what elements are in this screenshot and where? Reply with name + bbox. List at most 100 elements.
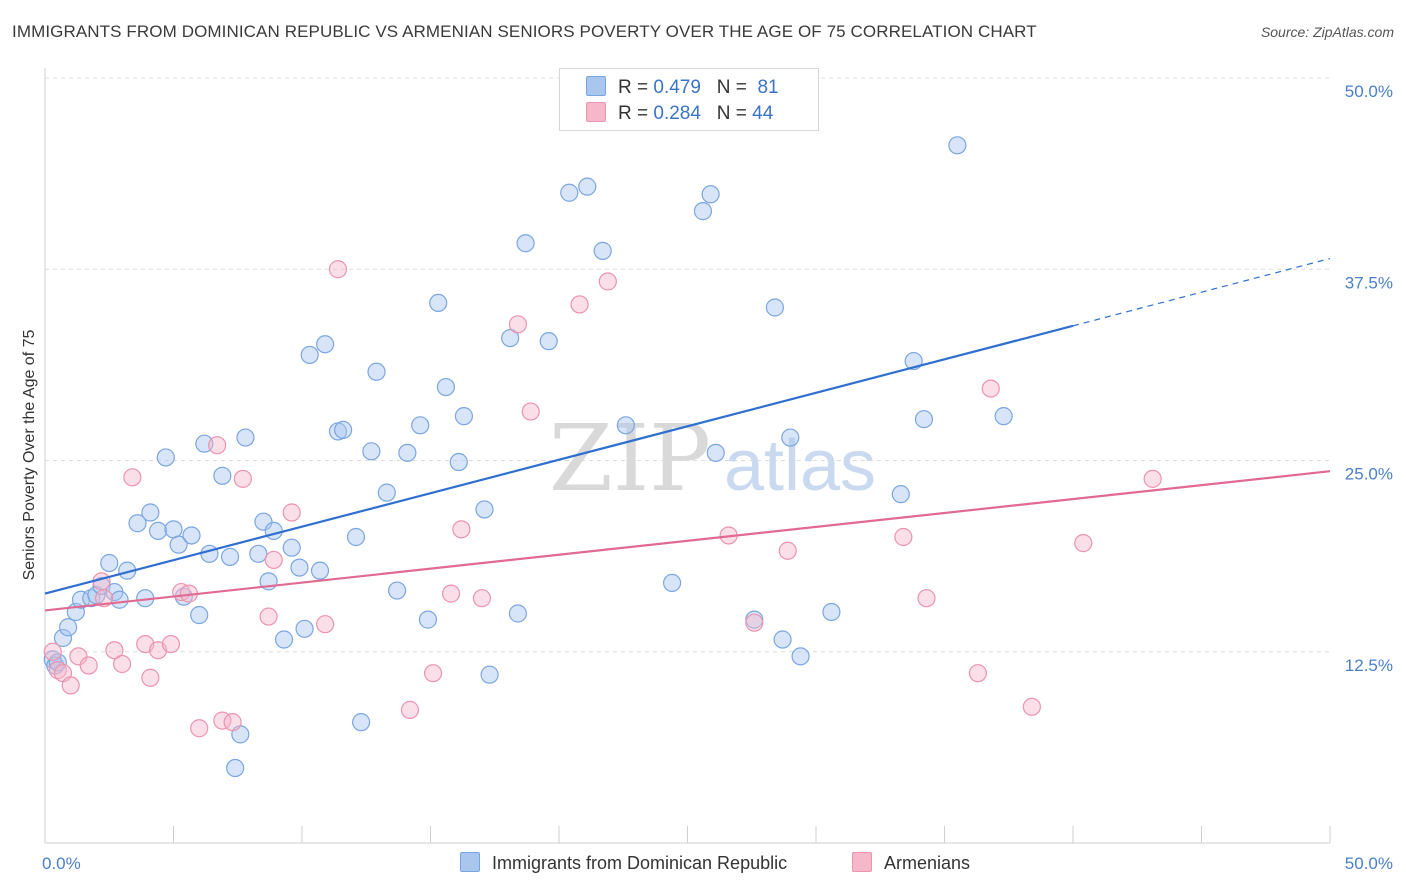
- point-dominican: [169, 535, 188, 554]
- point-armenian: [61, 676, 80, 695]
- series-name: Armenians: [884, 853, 971, 873]
- point-dominican: [436, 377, 456, 397]
- x-tick-label: 0.0%: [42, 854, 81, 873]
- x-tick-label: 50.0%: [1345, 854, 1393, 873]
- y-tick-label: 37.5%: [1345, 273, 1393, 292]
- point-dominican: [164, 520, 183, 539]
- point-dominican: [156, 448, 175, 467]
- point-dominican: [377, 483, 396, 502]
- watermark-zip: ZIP: [549, 405, 711, 512]
- point-armenian: [570, 295, 589, 314]
- point-dominican: [236, 428, 255, 447]
- point-dominican: [334, 420, 353, 439]
- point-dominican: [475, 500, 494, 519]
- point-dominican: [539, 332, 558, 351]
- point-dominican: [914, 410, 934, 429]
- legend-n-value: 44: [752, 103, 774, 124]
- point-armenian: [48, 661, 67, 680]
- point-dominican: [346, 527, 366, 547]
- point-armenian: [521, 402, 540, 421]
- point-dominican: [948, 136, 967, 155]
- point-armenian: [190, 719, 209, 738]
- point-dominican: [213, 466, 232, 485]
- point-armenian: [441, 584, 461, 603]
- point-dominican: [501, 329, 520, 348]
- legend-swatch-blue: [586, 76, 606, 96]
- point-armenian: [968, 664, 988, 683]
- point-armenian: [316, 615, 335, 634]
- point-armenian: [282, 503, 301, 522]
- point-armenian: [1074, 534, 1093, 553]
- point-dominican: [249, 544, 268, 563]
- point-dominican: [891, 485, 910, 504]
- series-legend-dominican: Immigrants from Dominican Republic: [460, 852, 787, 874]
- point-dominican: [616, 416, 635, 435]
- point-armenian: [223, 713, 242, 732]
- y-tick-label: 12.5%: [1345, 656, 1393, 675]
- watermark: ZIP atlas: [549, 405, 876, 512]
- point-dominican: [449, 452, 468, 472]
- legend-r-value: 0.479: [653, 77, 701, 98]
- y-tick-label: 50.0%: [1345, 82, 1393, 101]
- point-armenian: [123, 468, 142, 487]
- legend-n-label: N =: [716, 103, 747, 124]
- point-dominican: [706, 443, 725, 462]
- legend-n-label: N =: [716, 77, 747, 98]
- gridlines: [45, 77, 1330, 653]
- point-dominican: [791, 647, 810, 666]
- chart-title: IMMIGRANTS FROM DOMINICAN REPUBLIC VS AR…: [12, 22, 1037, 41]
- point-dominican: [593, 241, 612, 260]
- point-dominican: [274, 630, 294, 649]
- point-armenian: [161, 634, 181, 654]
- point-dominican: [508, 604, 527, 623]
- point-dominican: [110, 590, 129, 609]
- point-dominican: [362, 442, 381, 461]
- point-armenian: [264, 550, 283, 570]
- trend-lines: [44, 257, 1331, 612]
- point-dominican: [48, 653, 67, 672]
- point-dominican: [578, 177, 597, 196]
- point-dominican: [254, 512, 273, 531]
- point-armenian: [95, 589, 114, 608]
- point-armenian: [43, 642, 62, 661]
- point-dominican: [418, 610, 438, 629]
- point-dominican: [454, 407, 474, 426]
- source-credit: Source: ZipAtlas.com: [1260, 24, 1394, 40]
- point-armenian: [112, 654, 132, 674]
- point-armenian: [105, 641, 124, 660]
- point-dominican: [411, 416, 430, 435]
- point-dominican: [300, 345, 319, 365]
- watermark-atlas: atlas: [724, 426, 876, 506]
- series-name: Immigrants from Dominican Republic: [492, 853, 788, 873]
- point-dominican: [352, 713, 371, 732]
- series-swatch-blue: [460, 852, 480, 872]
- point-armenian: [208, 436, 227, 455]
- point-dominican: [994, 407, 1013, 426]
- point-armenian: [472, 589, 491, 608]
- point-dominican: [560, 183, 579, 202]
- point-dominican: [310, 561, 330, 580]
- point-armenian: [141, 668, 160, 687]
- point-dominican: [182, 526, 201, 545]
- point-dominican: [693, 202, 713, 221]
- point-armenian: [259, 607, 278, 626]
- point-armenian: [79, 656, 98, 675]
- y-axis-label: Seniors Poverty Over the Age of 75: [21, 330, 38, 581]
- x-tick-labels: 0.0% 50.0%: [42, 854, 1393, 873]
- point-armenian: [745, 613, 764, 632]
- point-armenian: [69, 647, 88, 666]
- legend-r-label: R =: [618, 77, 649, 98]
- point-dominican: [662, 573, 682, 593]
- point-dominican: [53, 628, 73, 648]
- point-dominican: [59, 618, 78, 637]
- point-dominican: [290, 558, 309, 577]
- point-dominican: [200, 544, 219, 563]
- legend-r-value: 0.284: [653, 103, 701, 124]
- point-dominican: [781, 428, 800, 447]
- trend-extension-dominican: [1072, 257, 1331, 327]
- trend-line-dominican: [44, 324, 1074, 595]
- point-armenian: [1022, 697, 1041, 716]
- point-armenian: [917, 589, 936, 608]
- point-dominican: [282, 538, 301, 557]
